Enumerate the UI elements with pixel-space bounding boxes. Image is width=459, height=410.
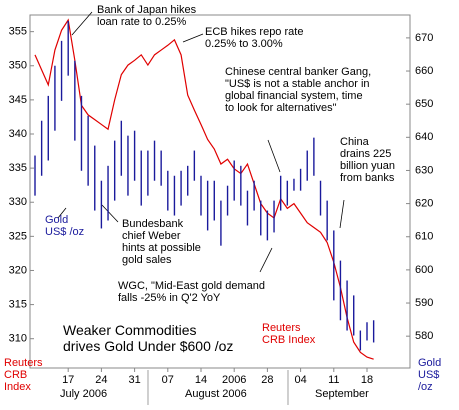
y2-tick-label: 640 bbox=[415, 131, 433, 143]
y2-tick-label: 600 bbox=[415, 264, 433, 276]
leader bbox=[57, 207, 67, 219]
x-tick-label: 18 bbox=[361, 374, 373, 386]
annotation: ECB hikes repo rate 0.25% to 3.00% bbox=[205, 26, 304, 50]
y-tick-label: 350 bbox=[9, 60, 27, 72]
leader bbox=[339, 199, 345, 229]
y-tick-label: 345 bbox=[9, 94, 27, 106]
y2-axis-label: Gold US$ /oz bbox=[418, 357, 442, 393]
leader bbox=[259, 247, 273, 273]
leader bbox=[71, 11, 93, 36]
month-label: August 2006 bbox=[185, 388, 247, 400]
annotation: Chinese central banker Gang, "US$ is not… bbox=[225, 66, 372, 114]
x-tick-label: 04 bbox=[294, 374, 306, 386]
month-label: July 2006 bbox=[60, 388, 108, 400]
month-label: September bbox=[315, 388, 369, 400]
y2-tick-label: 670 bbox=[415, 32, 433, 44]
y-tick-label: 355 bbox=[9, 26, 27, 38]
x-tick-label: 28 bbox=[261, 374, 273, 386]
y2-tick-label: 630 bbox=[415, 164, 433, 176]
y-axis-label: Reuters CRB Index bbox=[4, 357, 43, 393]
annotation: Bank of Japan hikes loan rate to 0.25% bbox=[97, 4, 197, 28]
y-tick-label: 320 bbox=[9, 264, 27, 276]
series-label: Reuters CRB Index bbox=[262, 322, 316, 346]
annotation: Bundesbank chief Weber hints at possible… bbox=[122, 218, 201, 266]
leader bbox=[267, 139, 281, 173]
x-tick-label: 31 bbox=[128, 374, 140, 386]
y-tick-label: 330 bbox=[9, 196, 27, 208]
y-tick-label: 335 bbox=[9, 162, 27, 174]
y-tick-label: 310 bbox=[9, 333, 27, 345]
y2-tick-label: 590 bbox=[415, 297, 433, 309]
annotation: WGC, "Mid-East gold demand falls -25% in… bbox=[118, 280, 265, 304]
x-tick-label: 11 bbox=[328, 374, 339, 386]
x-tick-label: 2006 bbox=[222, 374, 246, 386]
x-tick-label: 07 bbox=[162, 374, 174, 386]
y2-tick-label: 620 bbox=[415, 198, 433, 210]
x-tick-label: 24 bbox=[95, 374, 107, 386]
x-tick-label: 14 bbox=[195, 374, 207, 386]
plot-frame bbox=[29, 14, 411, 369]
y-tick-label: 340 bbox=[9, 128, 27, 140]
leader bbox=[101, 204, 119, 223]
chart-title: Weaker Commodities drives Gold Under $60… bbox=[63, 322, 234, 354]
y-tick-label: 325 bbox=[9, 230, 27, 242]
leader bbox=[182, 33, 204, 43]
annotation: China drains 225 billion yuan from banks bbox=[340, 136, 396, 184]
y2-tick-label: 610 bbox=[415, 231, 433, 243]
y2-tick-label: 580 bbox=[415, 330, 433, 342]
y2-tick-label: 650 bbox=[415, 98, 433, 110]
y-tick-label: 315 bbox=[9, 298, 27, 310]
annotation-leaders bbox=[57, 11, 345, 405]
crb-line bbox=[34, 18, 374, 360]
x-tick-label: 17 bbox=[62, 374, 74, 386]
series-label: Gold US$ /oz bbox=[45, 214, 85, 238]
y2-tick-label: 660 bbox=[415, 65, 433, 77]
